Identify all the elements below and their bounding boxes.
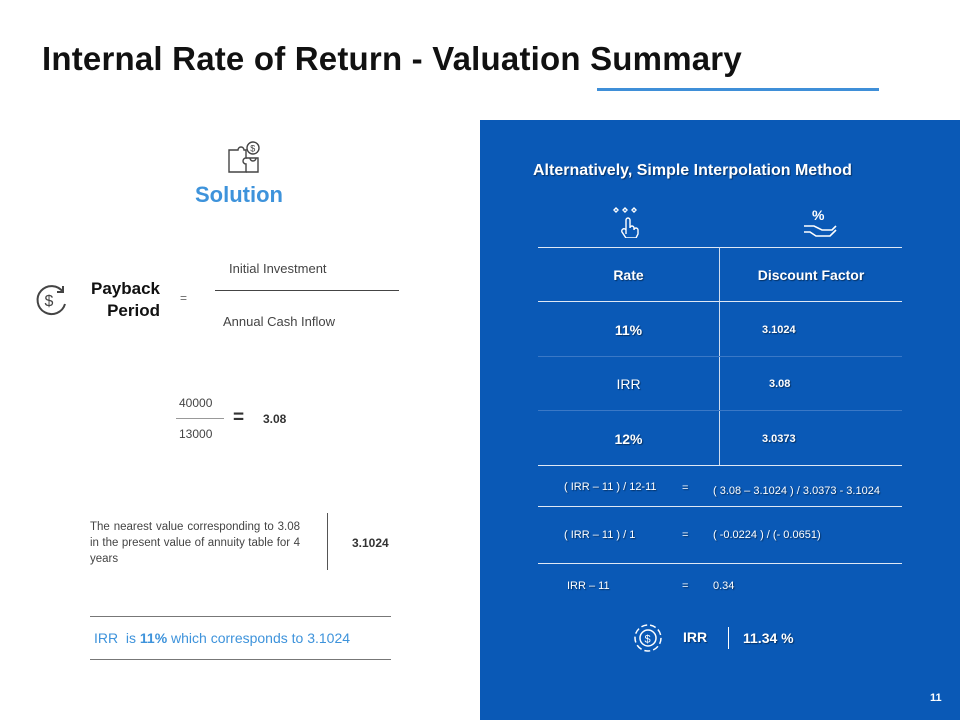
page-number: 11: [930, 692, 942, 704]
irr-result-label: IRR: [683, 629, 708, 645]
calc-step-rhs: 0.34: [713, 580, 735, 592]
irr-statement-bottom-rule: [90, 659, 391, 660]
nearest-value: 3.1024: [352, 536, 389, 550]
solution-heading: Solution: [195, 182, 283, 207]
table-top-rule: [538, 247, 902, 248]
table-cell-rate: 11%: [614, 322, 643, 338]
nearest-value-note: The nearest value corresponding to 3.08 …: [90, 521, 300, 565]
interpolation-panel: [480, 120, 960, 720]
money-target-icon: $: [632, 622, 664, 654]
dollar-cycle-icon: $: [33, 282, 69, 318]
calc-step-rhs: ( 3.08 – 3.1024 ) / 3.0373 - 3.1024: [713, 485, 880, 497]
table-row-rule: [538, 356, 902, 357]
calc-step-lhs: ( IRR – 11 ) / 12-11: [564, 481, 657, 493]
table-header-rule: [538, 301, 902, 302]
table-header-discount-factor: Discount Factor: [757, 267, 865, 283]
table-cell-rate: 12%: [614, 431, 643, 447]
calc-step-lhs: ( IRR – 11 ) / 1: [564, 529, 636, 541]
payback-label-line2: Period: [107, 301, 160, 320]
payback-period-label: Payback Period: [60, 278, 160, 322]
interpolation-title: Alternatively, Simple Interpolation Meth…: [533, 162, 852, 179]
table-cell-factor: 3.1024: [762, 324, 796, 336]
table-cell-factor: 3.0373: [762, 433, 796, 445]
svg-text:$: $: [250, 144, 255, 154]
calc-equals: =: [233, 407, 245, 428]
table-cell-rate: IRR: [616, 376, 641, 392]
svg-text:$: $: [45, 293, 54, 310]
table-row-rule: [538, 410, 902, 411]
payback-label-line1: Payback: [91, 279, 160, 298]
calc-step-equals: =: [682, 580, 689, 592]
hand-percent-icon: %: [800, 206, 840, 240]
formula-numerator: Initial Investment: [229, 261, 327, 276]
formula-fraction-line: [215, 290, 399, 291]
nearest-divider: [327, 513, 328, 570]
irr-statement: IRR is 11% which corresponds to 3.1024: [94, 630, 350, 646]
calc-numerator: 40000: [179, 396, 213, 410]
table-cell-factor: 3.08: [769, 378, 791, 390]
irr-statement-prefix: IRR is: [94, 630, 140, 646]
payback-equals: =: [180, 291, 188, 305]
page-title: Internal Rate of Return - Valuation Summ…: [42, 40, 742, 77]
puzzle-dollar-icon: $: [224, 140, 264, 178]
calc-result: 3.08: [263, 412, 287, 426]
formula-denominator: Annual Cash Inflow: [223, 314, 336, 329]
table-bottom-rule: [538, 465, 902, 466]
irr-statement-suffix: which corresponds to 3.1024: [167, 630, 351, 646]
calc-step-equals: =: [682, 529, 689, 541]
title-underline: [597, 88, 879, 91]
irr-result-divider: [728, 627, 729, 649]
svg-text:$: $: [645, 634, 651, 646]
irr-result-value: 11.34 %: [743, 630, 794, 646]
svg-text:%: %: [812, 207, 825, 223]
hand-stars-icon: [610, 204, 644, 239]
calc-denominator: 13000: [179, 427, 213, 441]
irr-statement-pct: 11%: [139, 630, 168, 646]
table-header-rate: Rate: [613, 267, 644, 283]
calc-step-rhs: ( -0.0224 ) / (- 0.0651): [713, 529, 821, 541]
calc-step-equals: =: [682, 482, 689, 494]
calc-fraction-line: [176, 418, 224, 419]
calc-rule: [538, 506, 902, 507]
calc-rule: [538, 563, 902, 564]
calc-step-lhs: IRR – 11: [567, 580, 610, 592]
irr-statement-top-rule: [90, 616, 391, 617]
